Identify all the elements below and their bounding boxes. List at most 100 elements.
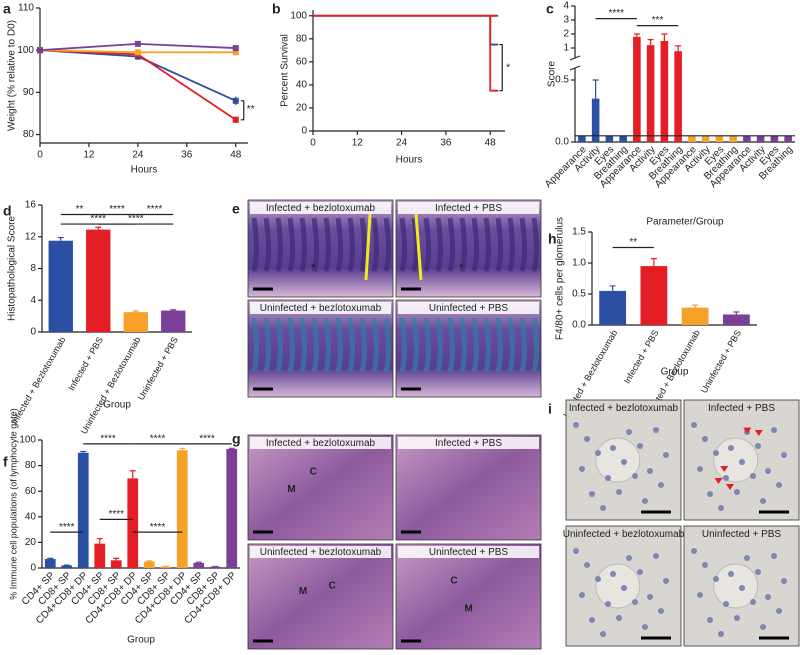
x-axis-label: Group — [661, 367, 689, 378]
x-tick-label: 36 — [181, 150, 193, 161]
glomerulus — [713, 563, 759, 609]
error-bar — [609, 285, 616, 291]
nucleus — [781, 452, 787, 458]
crypt — [483, 217, 491, 273]
nucleus — [600, 505, 606, 511]
annotation: ** — [247, 104, 255, 115]
bar — [193, 562, 205, 568]
x-tick-label: 36 — [440, 138, 452, 149]
nucleus — [600, 631, 606, 637]
point — [37, 47, 43, 54]
nucleus — [718, 505, 724, 511]
nucleus — [616, 615, 622, 621]
bar — [48, 240, 73, 332]
y-tick-label: 60 — [25, 486, 37, 497]
nucleus — [653, 553, 659, 559]
arrowhead — [714, 478, 723, 484]
nucleus — [760, 624, 766, 630]
annotation: **** — [608, 8, 624, 19]
y-tick-label: 1 — [563, 43, 569, 54]
bar — [176, 450, 188, 568]
nucleus — [647, 468, 653, 474]
nucleus — [632, 473, 638, 479]
x-tick-label: Uninfected + PBS — [136, 335, 180, 402]
crypt — [447, 217, 455, 273]
crypt — [287, 217, 295, 273]
crypt — [519, 217, 527, 273]
crypt — [371, 217, 379, 273]
annotation: **** — [199, 433, 215, 444]
error-bar — [692, 304, 699, 308]
y-axis-label: % Immune cell populations (of lymphocyte… — [8, 408, 18, 600]
measure — [364, 213, 372, 281]
nucleus — [579, 466, 585, 472]
y-tick-label: 40 — [25, 511, 37, 522]
bar — [61, 565, 73, 568]
annotation: *** — [652, 15, 664, 26]
x-tick-label: Infected + PBS — [622, 328, 661, 385]
title-bg — [398, 302, 539, 314]
bar — [646, 45, 655, 143]
nucleus — [663, 578, 669, 584]
crypt — [275, 217, 283, 273]
y-axis-label: F4/80+ cells per glomerulus — [555, 217, 566, 340]
nucleus — [621, 459, 627, 465]
panel-letter: i — [548, 401, 552, 417]
bar — [674, 51, 682, 143]
bar — [127, 478, 139, 568]
nucleus — [605, 601, 611, 607]
annotation: **** — [128, 214, 144, 225]
y-tick-label: 4 — [30, 295, 36, 306]
crypt — [263, 217, 271, 273]
y-tick-label: 100 — [19, 435, 36, 446]
crypt — [531, 217, 539, 273]
x-tick-label: 12 — [83, 150, 95, 161]
bar — [605, 135, 614, 142]
bar — [123, 312, 148, 332]
y-tick-label: 110 — [18, 3, 34, 14]
panel-letter: a — [3, 1, 11, 17]
nucleus — [750, 599, 756, 605]
bar — [110, 560, 122, 568]
crypt — [287, 317, 295, 373]
nucleus — [637, 569, 643, 575]
x-tick-label: 48 — [485, 138, 497, 149]
error-bar — [146, 560, 153, 562]
crypt — [311, 217, 319, 273]
image-mark: M — [287, 484, 295, 495]
y-tick-label: 2 — [563, 29, 569, 40]
error-bar — [647, 39, 654, 46]
error-bar — [113, 557, 120, 561]
y-axis-label: Percent Survival — [280, 34, 291, 107]
title-bg — [398, 202, 539, 214]
title-bg — [398, 546, 539, 558]
panel-title: Uninfected + PBS — [702, 529, 782, 540]
annotation: **** — [147, 204, 163, 215]
y-tick-label: 1.5 — [572, 227, 586, 238]
crypt — [459, 317, 467, 373]
crypt — [359, 317, 367, 373]
sig-bracket — [499, 43, 503, 92]
bar — [688, 135, 696, 142]
crypt — [359, 217, 367, 273]
micrograph — [395, 434, 542, 541]
y-tick-label: 100 — [290, 10, 307, 21]
crypt — [299, 217, 307, 273]
y-tick-label: 20 — [296, 103, 308, 114]
bar — [226, 448, 238, 568]
error-bar — [733, 311, 740, 315]
y-tick-label: 4 — [563, 1, 569, 12]
nucleus — [776, 482, 782, 488]
x-axis-label: Hours — [396, 155, 423, 166]
nucleus — [765, 594, 771, 600]
panel-letter: g — [232, 431, 241, 447]
bar — [86, 229, 111, 332]
micrograph — [247, 543, 394, 650]
panel-letter: c — [546, 1, 554, 17]
nucleus — [718, 631, 724, 637]
nucleus — [605, 475, 611, 481]
y-tick-label: 60 — [296, 56, 308, 67]
image-mark: C — [328, 581, 335, 592]
error-bar — [228, 447, 235, 449]
